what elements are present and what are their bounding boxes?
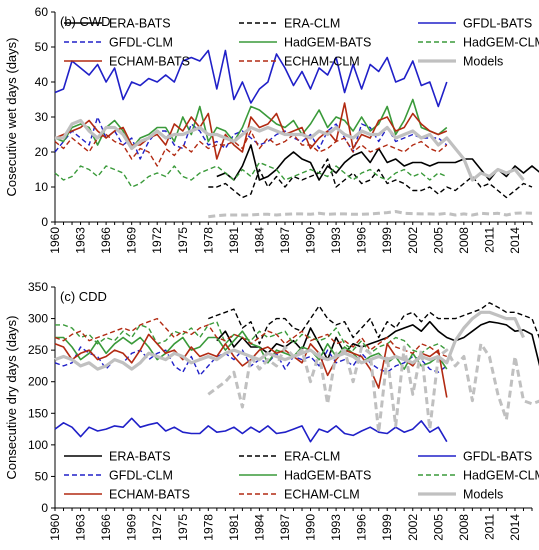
x-tick-label: 2008 bbox=[457, 227, 471, 254]
x-tick-label: 2002 bbox=[406, 227, 420, 254]
x-tick-label: 2002 bbox=[406, 514, 420, 541]
y-axis-label: Consecutive dry days (days) bbox=[4, 315, 19, 479]
series-line-echam-bats bbox=[54, 333, 448, 398]
x-tick-label: 1966 bbox=[99, 227, 113, 254]
x-tick-label: 1969 bbox=[125, 227, 139, 254]
series-line-echam-clm bbox=[54, 130, 448, 167]
x-tick-label: 1999 bbox=[380, 227, 394, 254]
y-tick-label: 60 bbox=[35, 5, 49, 19]
series-line-gfdl-clm bbox=[54, 116, 448, 160]
x-tick-label: 1978 bbox=[201, 227, 215, 254]
series-line-echam-clm bbox=[54, 317, 448, 358]
legend-label: ECHAM-CLM bbox=[284, 55, 360, 69]
y-tick-label: 50 bbox=[35, 469, 49, 483]
series-line-models-dashed bbox=[207, 342, 539, 434]
x-tick-label: 1975 bbox=[176, 227, 190, 254]
x-tick-label: 1981 bbox=[227, 227, 241, 254]
x-tick-label: 1975 bbox=[176, 514, 190, 541]
x-tick-label: 1990 bbox=[304, 227, 318, 254]
y-tick-label: 100 bbox=[28, 438, 48, 452]
y-tick-label: 150 bbox=[28, 406, 48, 420]
y-tick-label: 350 bbox=[28, 280, 48, 294]
y-tick-label: 30 bbox=[35, 110, 49, 124]
series-line-models-dashed bbox=[208, 210, 533, 219]
legend-label: ERA-CLM bbox=[284, 17, 340, 31]
x-tick-label: 1981 bbox=[227, 514, 241, 541]
x-tick-label: 1993 bbox=[329, 514, 343, 541]
y-tick-label: 50 bbox=[35, 40, 49, 54]
series-line-hadgem-clm bbox=[55, 321, 448, 354]
y-tick-label: 40 bbox=[35, 75, 49, 89]
x-tick-label: 1966 bbox=[99, 514, 113, 541]
legend-label: HadGEM-CLM bbox=[463, 36, 539, 50]
legend-label: ERA-BATS bbox=[109, 450, 171, 464]
x-tick-label: 2011 bbox=[482, 514, 496, 540]
cwd-panel: 0 10 20 30 40 50 60 1960 1963 1966 1969 1972 1975 197… bbox=[4, 5, 539, 254]
series-line-models bbox=[54, 310, 525, 371]
x-tick-label: 1984 bbox=[252, 227, 266, 254]
x-tick-label: 1996 bbox=[355, 514, 369, 541]
legend-label: ECHAM-BATS bbox=[109, 488, 190, 502]
y-tick-label: 300 bbox=[28, 312, 48, 326]
x-tick-label: 1978 bbox=[201, 514, 215, 541]
legend-label: ERA-CLM bbox=[284, 450, 340, 464]
series-line-era-bats bbox=[216, 320, 539, 367]
x-tick-label: 1984 bbox=[252, 514, 266, 541]
series-line-gfdl-bats bbox=[54, 49, 448, 108]
y-tick-label: 20 bbox=[35, 145, 49, 159]
x-tick-label: 2011 bbox=[482, 227, 496, 253]
legend-label: Models bbox=[463, 55, 503, 69]
x-tick-label: 1963 bbox=[74, 514, 88, 541]
panel-label: (c) CDD bbox=[60, 289, 107, 304]
legend-label: Models bbox=[463, 488, 503, 502]
cdd-panel: 0 50 100 150 200 250 300 350 1960 1963 1966 1969 197… bbox=[4, 280, 539, 541]
y-tick-label: 0 bbox=[41, 501, 48, 515]
y-axis-label: Cosecutive wet days (days) bbox=[4, 38, 19, 197]
legend-label: ECHAM-BATS bbox=[109, 55, 190, 69]
legend-label: GFDL-BATS bbox=[463, 17, 532, 31]
series-line-echam-bats bbox=[54, 102, 448, 160]
panel-label: (b) CWD bbox=[60, 14, 111, 29]
legend-label: HadGEM-BATS bbox=[284, 36, 371, 50]
x-tick-label: 1972 bbox=[150, 514, 164, 541]
x-tick-label: 1960 bbox=[48, 514, 62, 541]
x-tick-label: 2005 bbox=[431, 514, 445, 541]
y-tick-label: 250 bbox=[28, 343, 48, 357]
x-tick-label: 1960 bbox=[48, 227, 62, 254]
series-line-hadgem-bats bbox=[54, 98, 448, 150]
x-tick-label: 2014 bbox=[508, 514, 522, 541]
x-tick-label: 2014 bbox=[508, 227, 522, 254]
x-tick-label: 2005 bbox=[431, 227, 445, 254]
x-tick-label: 1990 bbox=[304, 514, 318, 541]
x-tick-label: 1972 bbox=[150, 227, 164, 254]
legend-label: GFDL-CLM bbox=[109, 36, 173, 50]
x-tick-label: 1969 bbox=[125, 514, 139, 541]
legend-label: ECHAM-CLM bbox=[284, 488, 360, 502]
y-tick-label: 0 bbox=[41, 215, 48, 229]
x-tick-label: 1987 bbox=[278, 514, 292, 541]
series-line-gfdl-bats bbox=[54, 417, 448, 443]
x-tick-label: 2008 bbox=[457, 514, 471, 541]
legend-label: GFDL-CLM bbox=[109, 469, 173, 483]
legend-label: HadGEM-BATS bbox=[284, 469, 371, 483]
y-tick-label: 10 bbox=[35, 180, 49, 194]
legend-label: ERA-BATS bbox=[109, 17, 171, 31]
x-tick-label: 1987 bbox=[278, 227, 292, 254]
legend-label: HadGEM-CLM bbox=[463, 469, 539, 483]
series-line-era-clm bbox=[208, 302, 539, 345]
x-tick-label: 1996 bbox=[355, 227, 369, 254]
legend-label: GFDL-BATS bbox=[463, 450, 532, 464]
series-line-era-clm bbox=[208, 158, 533, 199]
x-tick-label: 1963 bbox=[74, 227, 88, 254]
series-line-models bbox=[55, 118, 525, 182]
y-tick-label: 200 bbox=[28, 375, 48, 389]
x-tick-label: 1999 bbox=[380, 514, 394, 541]
x-tick-label: 1993 bbox=[329, 227, 343, 254]
series-line-hadgem-clm bbox=[54, 161, 448, 188]
